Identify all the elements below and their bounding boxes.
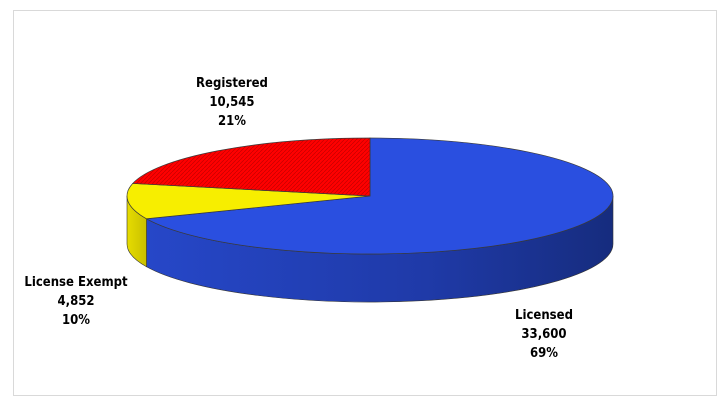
- label-registered-name: Registered: [196, 76, 268, 91]
- label-registered-value: 10,545: [209, 95, 254, 110]
- label-license-exempt-percent: 10%: [62, 313, 90, 328]
- label-license-exempt-value: 4,852: [58, 294, 95, 309]
- label-registered-percent: 21%: [218, 114, 246, 129]
- label-licensed-value: 33,600: [521, 327, 566, 342]
- pie-top-faces: [126, 137, 614, 255]
- label-licensed-name: Licensed: [515, 308, 573, 323]
- pie-slice-license-exempt: [126, 183, 371, 220]
- pie-slice-registered: [132, 137, 371, 197]
- pie-slice-licensed: [145, 137, 614, 255]
- label-license-exempt-name: License Exempt: [24, 275, 128, 290]
- label-licensed-percent: 69%: [530, 346, 558, 361]
